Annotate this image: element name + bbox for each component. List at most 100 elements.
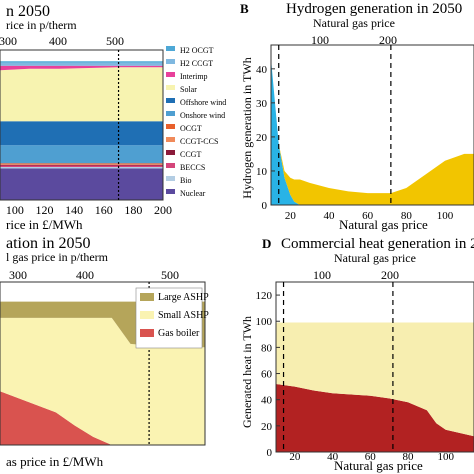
panel-b-x-ticks: 20 40 60 80 100 — [285, 210, 454, 222]
panel-a-area-h2-ocgt — [0, 61, 163, 63]
panel-b-top-ticks: 100 200 — [311, 33, 397, 47]
panel-b-x-tick-100: 100 — [437, 210, 454, 222]
panel-a-area-interimp — [0, 65, 163, 71]
panel-a-legend-label-ccgt-ccs: CCGT-CCS — [180, 137, 218, 146]
panel-a-legend-label-nuclear: Nuclear — [180, 189, 206, 198]
panel-c-legend-label-gas-boiler: Gas boiler — [158, 328, 200, 339]
panel-a-legend-swatch-solar — [166, 85, 175, 90]
panel-a-top-ticks: 300 400 500 — [0, 34, 124, 48]
panel-a-frame — [0, 49, 164, 201]
panel-c-legend-swatch-gas-boiler — [140, 329, 154, 337]
panel-b-y-tick-40: 40 — [256, 64, 268, 76]
panel-d-x-tick-40: 40 — [327, 451, 339, 463]
panel-d-y-tick-80: 80 — [261, 342, 273, 354]
panel-b-y-tick-10: 10 — [256, 166, 268, 178]
panel-b-top-tick-200: 200 — [379, 33, 397, 47]
panel-a-area-ccgt-ccs — [0, 164, 163, 165]
panel-d-y-tick-0: 0 — [267, 447, 273, 459]
panel-a-title: n 2050 — [6, 3, 50, 20]
panel-c-legend-label-large-ashp: Large ASHP — [158, 292, 209, 303]
panel-b-y-label: Hydrogen generation in TWh — [240, 57, 254, 198]
panel-a-legend-swatch-offshore-wind — [166, 98, 175, 103]
panel-a-x-tick-180: 180 — [124, 203, 142, 217]
panel-c-top-tick-300: 300 — [9, 268, 27, 282]
panel-d-top-ticks: 100 200 — [313, 268, 399, 282]
panel-d-y-tick-120: 120 — [256, 290, 273, 302]
panel-a-x-tick-100: 100 — [6, 203, 24, 217]
panel-d-x-tick-20: 20 — [289, 451, 301, 463]
panel-d-y-tick-60: 60 — [261, 369, 273, 381]
panel-c-legend-swatch-small-ashp — [140, 311, 154, 319]
panel-d-top-tick-100: 100 — [313, 268, 331, 282]
panel-a-x-tick-120: 120 — [35, 203, 53, 217]
panel-b-top-axis-label: Natural gas price — [313, 16, 395, 30]
panel-a-legend-label-beccs: BECCS — [180, 163, 205, 172]
panel-c-x-label: as price in £/MWh — [6, 454, 104, 469]
panel-c-legend-label-small-ashp: Small ASHP — [158, 310, 209, 321]
panel-b-frame — [270, 44, 474, 206]
panel-d-top-tick-200: 200 — [381, 268, 399, 282]
panel-b-y-tick-20: 20 — [256, 132, 268, 144]
panel-d: D Commercial heat generation in 2 Natura… — [240, 236, 474, 473]
panel-a-area-ocgt — [0, 163, 163, 164]
panel-a-legend-label-ccgt: CCGT — [180, 150, 201, 159]
panel-b-title: Hydrogen generation in 2050 — [286, 1, 462, 17]
panel-d-title: Commercial heat generation in 2 — [281, 236, 474, 252]
panel-a-legend-label-interimp: Interimp — [180, 72, 208, 81]
panel-a-top-tick-400: 400 — [49, 34, 67, 48]
panel-d-x-tick-100: 100 — [437, 451, 454, 463]
panel-a-legend-label-h2-ccgt: H2 CCGT — [180, 59, 213, 68]
panel-a-legend-swatch-nuclear — [166, 189, 175, 194]
panel-d-x-label: Natural gas price — [334, 458, 423, 473]
panel-d-x-tick-60: 60 — [365, 451, 377, 463]
panel-a-legend-label-offshore-wind: Offshore wind — [180, 98, 226, 107]
panel-a-legend-label-ocgt: OCGT — [180, 124, 202, 133]
panel-a-legend-swatch-beccs — [166, 163, 175, 168]
panel-b-y-tick-0: 0 — [262, 200, 268, 212]
panel-d-top-axis-label: Natural gas price — [334, 251, 416, 265]
panel-a-legend-swatch-interimp — [166, 72, 175, 77]
panel-a: n 2050 rice in p/therm 300 400 500 100 120 1… — [0, 3, 226, 232]
panel-a-areas — [0, 61, 163, 200]
panel-d-y-label: Generated heat in TWh — [240, 316, 254, 428]
panel-a-legend-swatch-ccgt — [166, 150, 175, 155]
panel-b-y-tick-30: 30 — [256, 98, 268, 110]
panel-a-area-onshore-wind — [0, 145, 163, 164]
panel-a-area-beccs — [0, 165, 163, 167]
panel-d-x-tick-80: 80 — [403, 451, 415, 463]
panel-a-legend-swatch-h2-ocgt — [166, 46, 175, 51]
panel-d-y-ticks: 0 20 40 60 80 100 120 — [256, 290, 280, 459]
panel-a-top-axis-label: rice in p/therm — [6, 18, 77, 32]
panel-b-area-series-1 — [271, 58, 474, 205]
panel-a-top-tick-500: 500 — [106, 34, 124, 48]
panel-c-area-gas-boiler — [0, 391, 205, 445]
panel-d-y-tick-40: 40 — [261, 395, 273, 407]
panel-d-area-series-1 — [276, 322, 474, 437]
panel-b-top-tick-100: 100 — [311, 33, 329, 47]
panel-b-x-tick-60: 60 — [362, 210, 374, 222]
panel-a-x-tick-200: 200 — [154, 203, 172, 217]
panel-a-x-label: rice in £/MWh — [6, 217, 83, 232]
panel-a-legend-label-solar: Solar — [180, 85, 197, 94]
panel-c-legend: Large ASHP Small ASHP Gas boiler — [135, 287, 209, 349]
panel-b: B Hydrogen generation in 2050 Natural ga… — [240, 1, 474, 232]
panel-a-area-nuclear — [0, 168, 163, 200]
panel-d-area-series-0 — [276, 384, 474, 452]
panel-a-legend-swatch-h2-ccgt — [166, 59, 175, 64]
panel-a-area-ccgt — [0, 164, 163, 166]
panel-b-x-label: Natural gas price — [339, 217, 428, 232]
panel-a-legend-swatch-ccgt-ccs — [166, 137, 175, 142]
panel-d-vlines — [282, 282, 394, 452]
panel-a-area-offshore-wind — [0, 121, 163, 146]
panel-c: ation in 2050 l gas price in p/therm 300… — [0, 235, 209, 469]
panel-c-frame — [0, 281, 206, 446]
panel-a-area-bio — [0, 167, 163, 169]
panel-a-x-ticks: 100 120 140 160 180 200 — [6, 203, 172, 217]
panel-d-y-tick-100: 100 — [256, 316, 273, 328]
panel-b-x-tick-80: 80 — [401, 210, 413, 222]
panel-a-legend-swatch-ocgt — [166, 124, 175, 129]
panel-d-frame — [275, 281, 474, 453]
panel-a-x-tick-140: 140 — [65, 203, 83, 217]
panel-a-legend-swatch-bio — [166, 176, 175, 181]
